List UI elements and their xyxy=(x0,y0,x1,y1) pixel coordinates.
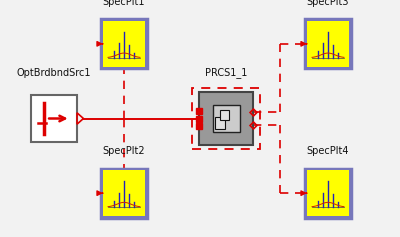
Bar xyxy=(307,170,349,216)
Text: OptBrdbndSrc1: OptBrdbndSrc1 xyxy=(17,68,91,78)
Bar xyxy=(215,117,225,129)
Bar xyxy=(192,88,260,149)
Text: SpecPlt2: SpecPlt2 xyxy=(103,146,145,156)
Bar xyxy=(212,105,240,132)
Bar xyxy=(31,95,77,142)
Text: SpecPlt4: SpecPlt4 xyxy=(307,146,349,156)
Bar xyxy=(101,169,147,218)
Text: SpecPlt3: SpecPlt3 xyxy=(307,0,349,7)
Bar xyxy=(220,110,228,120)
Bar xyxy=(307,21,349,67)
Bar xyxy=(101,19,147,68)
Text: PRCS1_1: PRCS1_1 xyxy=(205,67,247,78)
Bar xyxy=(305,19,351,68)
Bar xyxy=(103,170,145,216)
Bar xyxy=(305,169,351,218)
Text: SpecPlt1: SpecPlt1 xyxy=(103,0,145,7)
Bar xyxy=(103,21,145,67)
Bar xyxy=(199,92,253,145)
